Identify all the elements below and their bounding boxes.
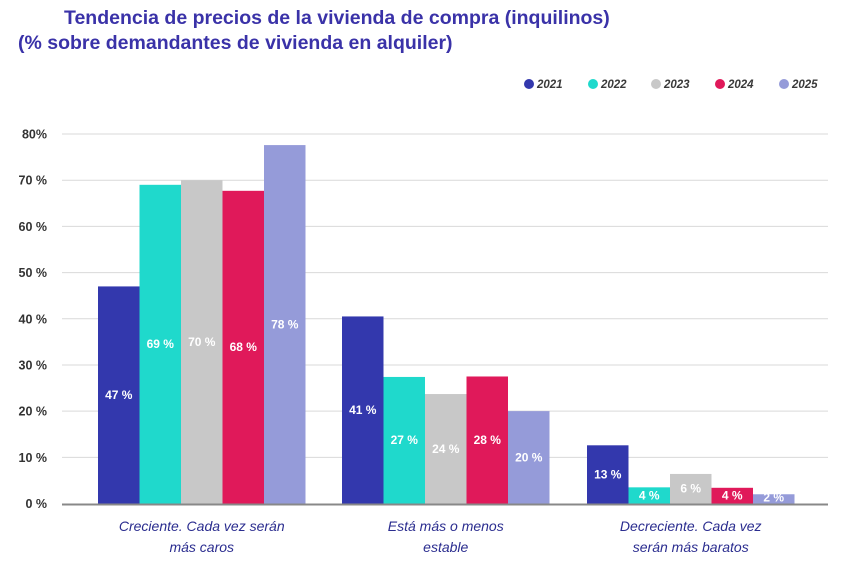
data-label: 20 % xyxy=(515,450,543,464)
data-label: 4 % xyxy=(722,489,743,503)
data-label: 78 % xyxy=(271,317,299,331)
data-label: 6 % xyxy=(680,482,701,496)
bar-2022 xyxy=(139,184,181,504)
y-tick-label: 0 % xyxy=(25,497,47,511)
bar-2021 xyxy=(587,445,629,504)
data-label: 4 % xyxy=(639,488,660,502)
legend-marker-2024 xyxy=(715,79,725,89)
y-tick-label: 10 % xyxy=(19,451,48,465)
bar-2023 xyxy=(181,180,223,504)
legend-label-2022: 2022 xyxy=(600,79,627,91)
legend-label-2021: 2021 xyxy=(536,79,563,91)
x-category-label: Creciente. Cada vez serán xyxy=(119,518,285,534)
bar-2023 xyxy=(670,473,712,504)
legend-marker-2023 xyxy=(651,79,661,89)
bar-2025 xyxy=(753,494,795,504)
x-category-label: serán más baratos xyxy=(633,539,749,555)
y-tick-label: 80% xyxy=(22,128,47,142)
data-label: 2 % xyxy=(763,491,784,505)
y-tick-label: 30 % xyxy=(19,358,48,372)
legend-marker-2021 xyxy=(524,79,534,89)
chart-title-line-1: Tendencia de precios de la vivienda de c… xyxy=(64,7,610,29)
bar-2022 xyxy=(628,487,670,504)
data-label: 41 % xyxy=(349,403,377,417)
chart-title: Tendencia de precios de la vivienda de c… xyxy=(18,6,610,56)
bar-2021 xyxy=(98,286,140,504)
bar-2024 xyxy=(711,487,753,504)
bar-2024 xyxy=(466,376,508,504)
legend-marker-2025 xyxy=(779,79,789,89)
data-label: 69 % xyxy=(147,337,175,351)
data-label: 24 % xyxy=(432,442,460,456)
x-category-label: más caros xyxy=(169,539,234,555)
legend-label-2023: 2023 xyxy=(663,79,690,91)
legend-label-2024: 2024 xyxy=(727,79,754,91)
x-category-label: Decreciente. Cada vez xyxy=(620,518,762,534)
data-label: 13 % xyxy=(594,467,622,481)
data-label: 70 % xyxy=(188,335,216,349)
bar-2024 xyxy=(222,190,264,504)
bar-2021 xyxy=(342,316,384,504)
data-label: 28 % xyxy=(474,433,502,447)
bar-2022 xyxy=(383,376,425,504)
legend-marker-2022 xyxy=(588,79,598,89)
bar-2023 xyxy=(425,394,467,504)
chart-title-line-2: (% sobre demandantes de vivienda en alqu… xyxy=(18,32,453,54)
x-category-label: Está más o menos xyxy=(388,518,504,534)
y-tick-label: 40 % xyxy=(19,312,48,326)
bar-2025 xyxy=(508,411,550,504)
data-label: 68 % xyxy=(230,340,258,354)
y-tick-label: 50 % xyxy=(19,266,48,280)
bar-2025 xyxy=(264,145,306,504)
legend-label-2025: 2025 xyxy=(791,79,818,91)
x-category-label: estable xyxy=(423,539,468,555)
y-tick-label: 70 % xyxy=(19,174,48,188)
data-label: 27 % xyxy=(391,433,419,447)
y-tick-label: 20 % xyxy=(19,405,48,419)
y-tick-label: 60 % xyxy=(19,220,48,234)
data-label: 47 % xyxy=(105,388,133,402)
